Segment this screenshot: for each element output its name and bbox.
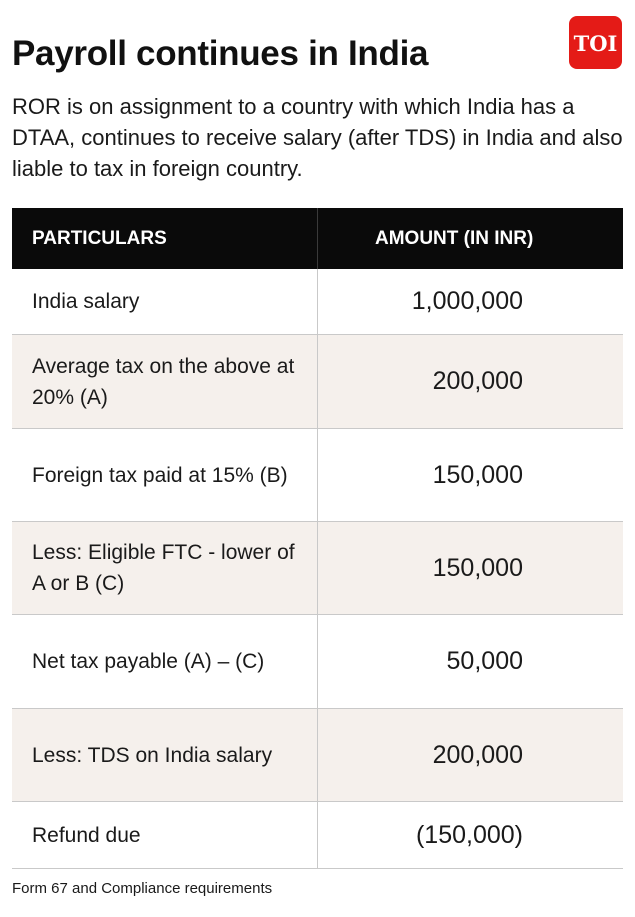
toi-logo: TOI xyxy=(569,16,622,69)
table-row: Less: TDS on India salary 200,000 xyxy=(12,709,623,802)
row-particular: Less: Eligible FTC - lower of A or B (C) xyxy=(12,522,318,614)
row-particular: Net tax payable (A) – (C) xyxy=(12,615,318,708)
row-particular: India salary xyxy=(12,269,318,334)
column-header-amount: AMOUNT (IN INR) xyxy=(375,227,534,249)
table-row: Foreign tax paid at 15% (B) 150,000 xyxy=(12,429,623,522)
intro-text: ROR is on assignment to a country with w… xyxy=(12,94,623,181)
row-amount: (150,000) xyxy=(415,820,523,849)
row-amount: 150,000 xyxy=(432,553,523,582)
table-row: Refund due (150,000) xyxy=(12,802,623,869)
row-particular: Foreign tax paid at 15% (B) xyxy=(12,429,318,521)
table-row: Average tax on the above at 20% (A) 200,… xyxy=(12,335,623,429)
table-header: PARTICULARS AMOUNT (IN INR) xyxy=(12,208,623,269)
footer-note: Form 67 and Compliance requirements xyxy=(12,880,273,897)
row-particular: Less: TDS on India salary xyxy=(12,709,318,801)
row-amount: 1,000,000 xyxy=(411,287,523,315)
table-row: India salary 1,000,000 xyxy=(12,269,623,335)
table-row: Less: Eligible FTC - lower of A or B (C)… xyxy=(12,522,623,615)
row-amount: 200,000 xyxy=(432,367,523,395)
row-amount: 50,000 xyxy=(446,647,523,675)
row-amount: 200,000 xyxy=(432,740,523,769)
column-header-particulars: PARTICULARS xyxy=(12,208,318,269)
page-title: Payroll continues in India xyxy=(12,34,429,73)
row-particular: Refund due xyxy=(12,802,318,868)
row-particular: Average tax on the above at 20% (A) xyxy=(12,335,318,428)
table-row: Net tax payable (A) – (C) 50,000 xyxy=(12,615,623,709)
row-amount: 150,000 xyxy=(432,460,523,489)
tax-table: PARTICULARS AMOUNT (IN INR) India salary… xyxy=(12,208,623,869)
